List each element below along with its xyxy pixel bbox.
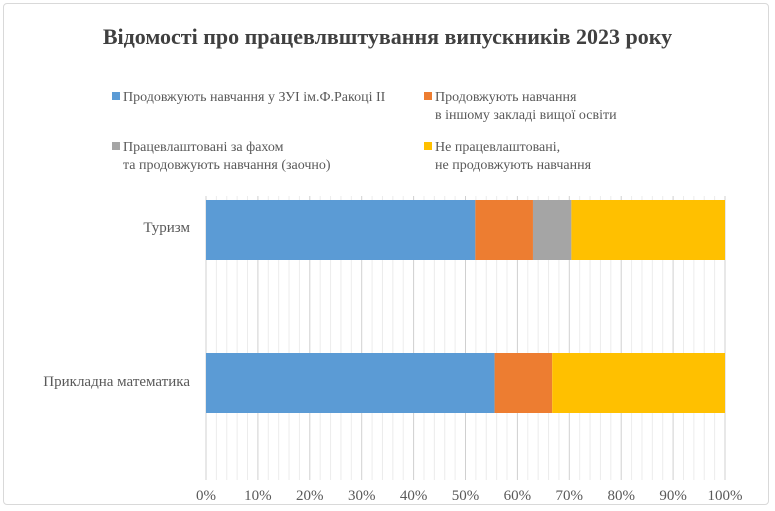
x-tick-label: 30% [348, 488, 376, 504]
x-tick-label: 90% [659, 488, 687, 504]
bar-segment [475, 200, 533, 260]
x-tick-label: 80% [607, 488, 635, 504]
legend-label: Продовжують навчання [435, 90, 577, 105]
chart-title: Відомості про працевлвштування випускник… [102, 24, 673, 49]
bar-segment [494, 353, 553, 413]
legend-item-unemployed[interactable]: Не працевлаштовані, не продовжують навча… [424, 139, 591, 175]
legend-item-zui[interactable]: Продовжують навчання у ЗУІ ім.Ф.Ракоці І… [112, 89, 385, 107]
legend-swatch [112, 142, 120, 150]
x-tick-label: 100% [708, 488, 743, 504]
legend-label: та продовжують навчання (заочно) [123, 158, 331, 173]
chart-frame [3, 3, 769, 505]
bar-segment [571, 200, 725, 260]
legend-swatch [112, 92, 120, 100]
bar-segment [206, 353, 495, 413]
legend-swatch [424, 142, 432, 150]
bar-segment [532, 200, 572, 260]
legend-label: Продовжують навчання у ЗУІ ім.Ф.Ракоці І… [123, 90, 386, 105]
legend-item-employed[interactable]: Працевлаштовані за фахом та продовжують … [112, 139, 331, 175]
legend-label: Не працевлаштовані, [435, 140, 561, 155]
bar-segment [206, 200, 476, 260]
legend-label: Працевлаштовані за фахом [123, 140, 284, 155]
category-label-applied-math: Прикладна математика [43, 374, 190, 390]
legend-item-other-university[interactable]: Продовжують навчання в іншому закладі ви… [424, 89, 617, 125]
x-tick-label: 10% [244, 488, 272, 504]
category-label-tourism: Туризм [143, 220, 190, 236]
x-tick-label: 60% [504, 488, 532, 504]
x-tick-label: 40% [400, 488, 428, 504]
bar-segment [552, 353, 725, 413]
x-tick-label: 70% [556, 488, 584, 504]
legend-label: в іншому закладі вищої освіти [435, 108, 617, 123]
legend-label: не продовжують навчання [435, 158, 592, 173]
legend-swatch [424, 92, 432, 100]
x-tick-label: 0% [196, 488, 216, 504]
x-tick-label: 20% [296, 488, 324, 504]
x-tick-label: 50% [452, 488, 480, 504]
